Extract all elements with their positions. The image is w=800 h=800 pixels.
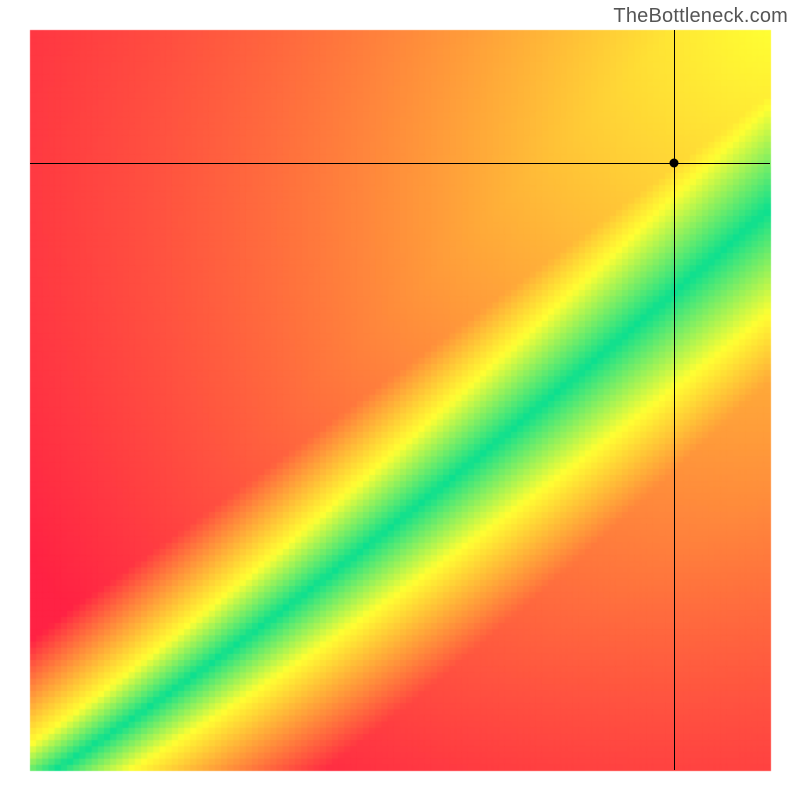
crosshair-marker-dot [669, 159, 678, 168]
attribution-watermark: TheBottleneck.com [613, 5, 788, 28]
crosshair-vertical [674, 30, 675, 770]
crosshair-horizontal [30, 163, 770, 164]
bottleneck-heatmap-chart: TheBottleneck.com [0, 0, 800, 800]
heatmap-canvas [0, 0, 800, 800]
